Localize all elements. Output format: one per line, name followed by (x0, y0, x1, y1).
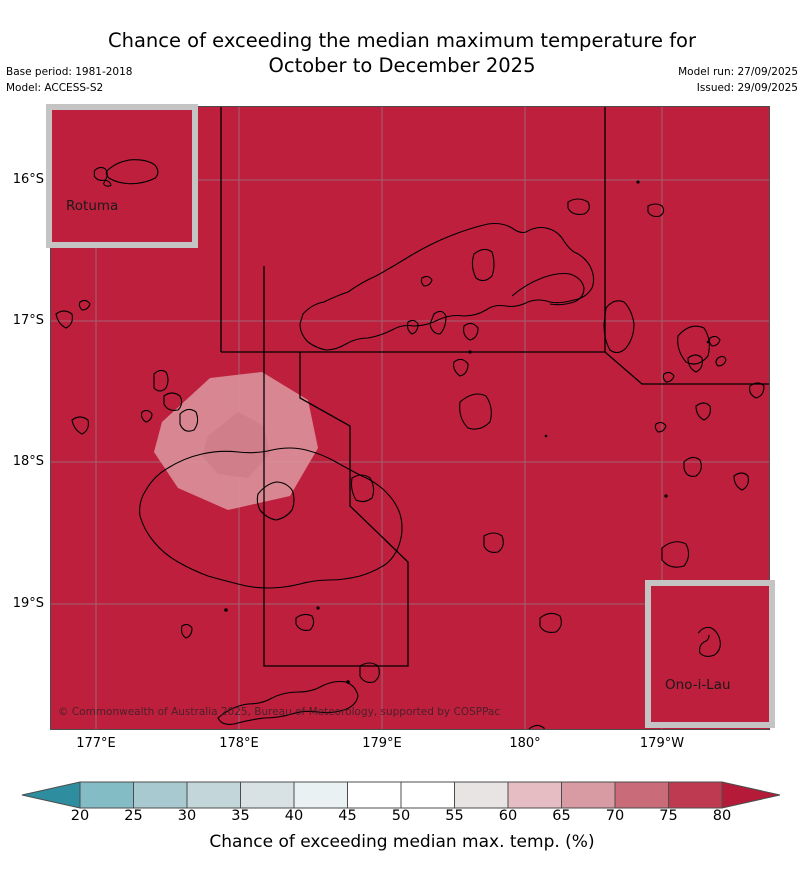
colorbar-tick-75: 75 (659, 808, 678, 824)
y-tick-18S: 18°S (12, 454, 44, 469)
colorbar-tick-80: 80 (712, 808, 732, 824)
colorbar-tick-60: 60 (498, 808, 518, 824)
map-vector-layer (50, 106, 770, 730)
y-tick-17S: 17°S (12, 313, 44, 328)
model-run-text: Model run: 27/09/2025 (678, 66, 798, 78)
map-plot[interactable]: © Commonwealth of Australia 2025, Bureau… (46, 104, 775, 730)
colorbar-tick-50: 50 (391, 808, 411, 824)
colorbar-tick-25: 25 (124, 808, 143, 824)
colorbar-tick-65: 65 (552, 808, 571, 824)
issued-date-text: Issued: 29/09/2025 (696, 82, 798, 94)
page-title: Chance of exceeding the median maximum t… (107, 29, 697, 77)
base-period-text: Base period: 1981-2018 (6, 66, 133, 78)
colorbar-tick-20: 20 (70, 808, 90, 824)
inset-label-ono-i-lau: Ono-i-Lau (665, 677, 731, 693)
colorbar-tick-70: 70 (605, 808, 625, 824)
rotuma-map-vector (93, 159, 159, 187)
colorbar-tick-35: 35 (231, 808, 250, 824)
copyright-text: © Commonwealth of Australia 2025, Bureau… (58, 706, 501, 718)
inset-ono-i-lau[interactable]: Ono-i-Lau (645, 580, 775, 728)
eez-boundary-lines (220, 106, 770, 667)
header: Chance of exceeding the median maximum t… (0, 0, 804, 100)
x-tick-178E: 178°E (219, 736, 259, 751)
x-tick-179W: 179°W (639, 736, 685, 751)
model-name-text: Model: ACCESS-S2 (6, 82, 104, 94)
x-tick-179E: 179°E (362, 736, 402, 751)
colorbar-tick-40: 40 (284, 808, 304, 824)
y-tick-19S: 19°S (12, 596, 44, 611)
colorbar-tick-45: 45 (338, 808, 357, 824)
probability-shading (154, 372, 318, 510)
x-tick-177E: 177°E (76, 736, 116, 751)
colorbar-swatches (21, 781, 781, 809)
colorbar-tick-30: 30 (177, 808, 197, 824)
ono-i-lau-map-vector (697, 626, 721, 657)
colorbar-tick-55: 55 (445, 808, 464, 824)
inset-rotuma[interactable]: Rotuma (46, 104, 198, 248)
colorbar[interactable]: 20 25 30 35 40 45 50 55 60 65 70 75 80 Chance of exc… (0, 770, 804, 896)
colorbar-title: Chance of exceeding median max. temp. (%… (209, 832, 595, 852)
inset-label-rotuma: Rotuma (66, 198, 119, 214)
x-tick-180: 180° (509, 736, 541, 751)
y-tick-16S: 16°S (12, 172, 44, 187)
